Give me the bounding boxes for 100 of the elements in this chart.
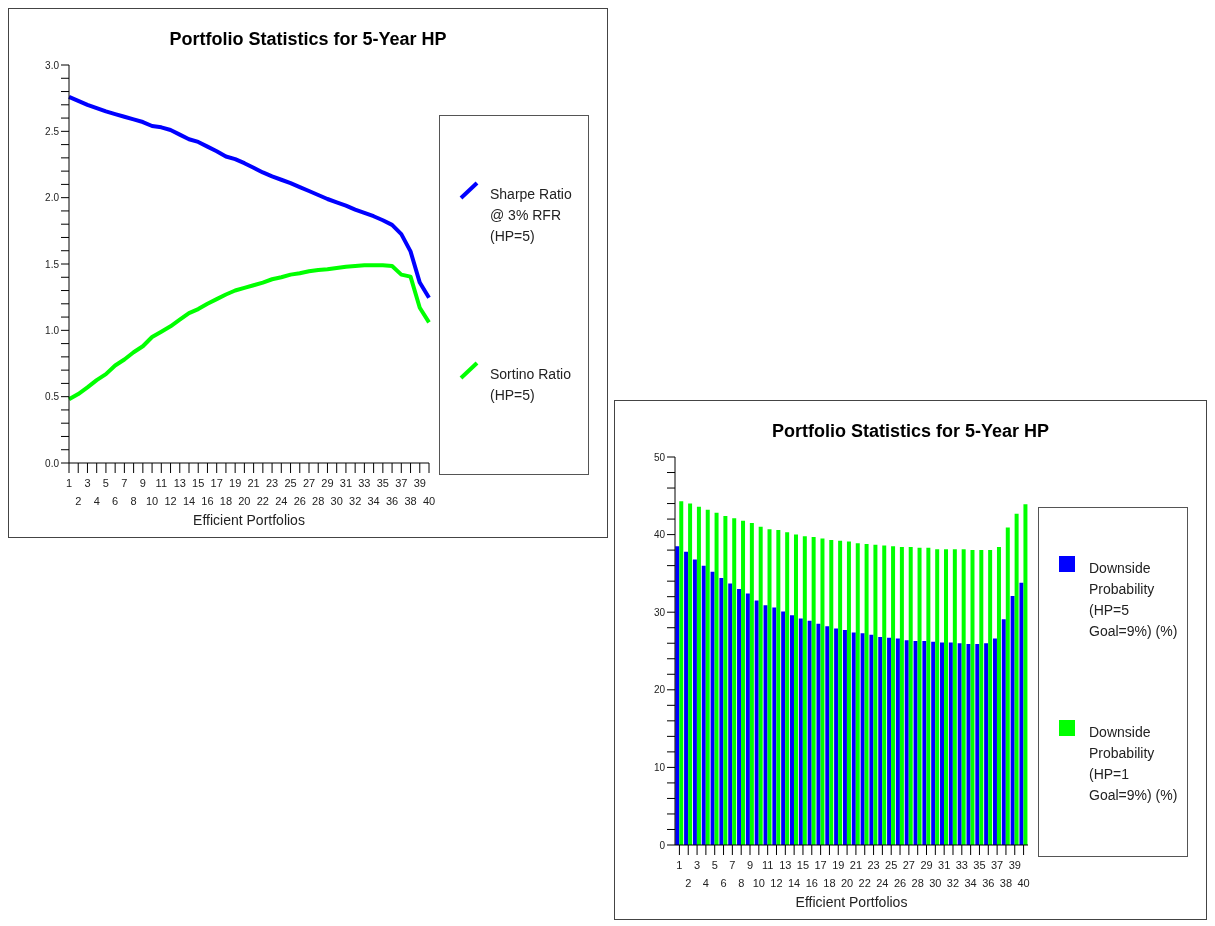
bar — [723, 515, 728, 845]
x-tick-label: 32 — [946, 877, 960, 889]
x-tick-label: 37 — [395, 477, 408, 489]
x-tick-label: 28 — [312, 495, 325, 507]
x-tick-label: 22 — [256, 495, 269, 507]
x-tick-label: 14 — [182, 495, 196, 507]
bar — [816, 623, 821, 845]
bar — [851, 632, 856, 845]
bar — [996, 547, 1001, 845]
x-tick-label: 36 — [982, 877, 995, 889]
bar — [701, 565, 706, 845]
bar — [763, 605, 768, 845]
x-tick-label: 38 — [404, 495, 417, 507]
x-tick-label: 14 — [788, 877, 801, 889]
y-tick-label: 3.0 — [45, 59, 60, 71]
bar — [926, 547, 931, 845]
x-tick-label: 23 — [867, 859, 880, 871]
x-tick-label: 24 — [876, 877, 889, 889]
bar — [917, 547, 922, 845]
bar — [737, 588, 742, 845]
bar — [1014, 513, 1019, 845]
y-tick-label: 0.0 — [45, 457, 60, 469]
x-tick-label: 8 — [738, 877, 745, 889]
x-tick-label: 24 — [275, 495, 288, 507]
bar — [793, 534, 798, 845]
x-tick-label: 11 — [761, 859, 774, 871]
bar — [1023, 504, 1028, 845]
y-tick-label: 2.5 — [45, 125, 60, 137]
x-tick-label: 27 — [302, 477, 316, 489]
bar — [705, 509, 710, 845]
bar — [957, 643, 962, 845]
x-tick-label: 30 — [330, 495, 343, 507]
bar — [754, 600, 759, 845]
bar — [767, 529, 772, 845]
x-tick-label: 3 — [694, 859, 701, 871]
x-tick-label: 19 — [832, 859, 845, 871]
x-tick-label: 34 — [367, 495, 380, 507]
x-tick-label: 21 — [247, 477, 260, 489]
bar — [913, 640, 918, 845]
bar — [891, 546, 896, 845]
y-tick-label: 30 — [653, 606, 666, 618]
x-tick-label: 4 — [702, 877, 709, 889]
x-tick-label: 21 — [849, 859, 863, 871]
bar — [688, 503, 693, 845]
bar — [732, 518, 737, 845]
x-tick-label: 33 — [358, 477, 371, 489]
x-tick-label: 27 — [902, 859, 915, 871]
x-tick-label: 17 — [814, 859, 827, 871]
bar — [789, 615, 794, 845]
bar — [811, 536, 816, 845]
y-tick-label: 0 — [659, 839, 666, 851]
x-tick-label: 23 — [265, 477, 279, 489]
x-tick-label: 2 — [75, 495, 82, 507]
x-tick-label: 7 — [121, 477, 128, 489]
bar — [988, 550, 993, 845]
bar — [922, 640, 927, 845]
x-tick-label: 5 — [711, 859, 718, 871]
bar — [758, 526, 763, 845]
x-tick-label: 16 — [805, 877, 818, 889]
legend-label: Downside Probability (HP=5 Goal=9%) (%) — [1089, 559, 1179, 641]
bar — [895, 638, 900, 845]
x-tick-label: 35 — [376, 477, 389, 489]
y-tick-label: 10 — [653, 761, 666, 773]
x-tick-label: 38 — [999, 877, 1013, 889]
x-tick-label: 8 — [130, 495, 137, 507]
line-series — [67, 94, 431, 300]
x-tick-label: 18 — [823, 877, 836, 889]
x-tick-label: 31 — [938, 859, 951, 871]
bar — [696, 506, 701, 845]
x-tick-label: 18 — [219, 495, 233, 507]
bar — [908, 547, 913, 845]
bar — [1005, 527, 1010, 845]
x-tick-label: 26 — [893, 877, 907, 889]
bar — [745, 593, 750, 845]
bar — [975, 644, 980, 845]
bar — [944, 549, 949, 845]
x-tick-label: 15 — [796, 859, 810, 871]
bar — [1019, 582, 1024, 845]
bar — [820, 538, 825, 845]
bar — [798, 618, 803, 845]
x-tick-label: 22 — [858, 877, 871, 889]
x-tick-label: 20 — [840, 877, 854, 889]
bar — [860, 633, 865, 845]
x-tick-label: 30 — [929, 877, 942, 889]
chart-title: Portfolio Statistics for 5-Year HP — [770, 421, 1051, 443]
legend-label: Downside Probability (HP=1 Goal=9%) (%) — [1089, 723, 1179, 805]
bar — [710, 571, 715, 845]
bar — [838, 540, 843, 845]
x-tick-label: 40 — [422, 495, 436, 507]
x-tick-label: 15 — [192, 477, 205, 489]
bar — [882, 545, 887, 845]
bar — [992, 638, 997, 845]
bar — [935, 549, 940, 845]
bar — [829, 540, 834, 845]
x-tick-label: 28 — [911, 877, 924, 889]
x-tick-label: 1 — [65, 477, 73, 489]
bar — [842, 630, 847, 845]
bar — [807, 620, 812, 845]
x-tick-label: 13 — [173, 477, 186, 489]
y-tick-label: 2.0 — [45, 192, 60, 204]
